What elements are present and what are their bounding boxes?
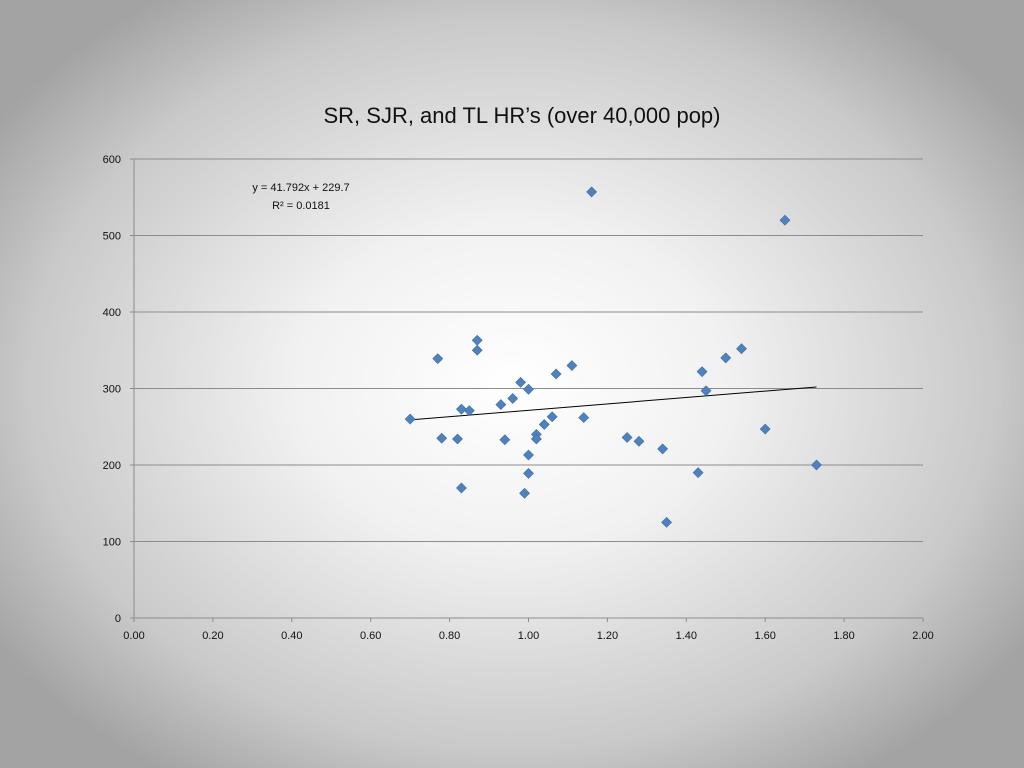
data-point <box>586 186 598 198</box>
data-point <box>566 360 578 371</box>
data-points <box>404 186 822 528</box>
data-point <box>661 516 672 528</box>
data-point <box>471 334 483 346</box>
data-point <box>621 432 633 443</box>
data-point <box>578 412 590 423</box>
data-point <box>495 399 507 410</box>
data-point <box>523 449 534 461</box>
data-point <box>811 459 822 471</box>
data-point <box>633 435 645 447</box>
x-tick-label: 1.40 <box>676 630 697 642</box>
x-tick-label: 1.20 <box>597 630 618 642</box>
x-tick-label: 1.60 <box>754 630 775 642</box>
x-tick-label: 0.00 <box>123 630 144 642</box>
data-point <box>692 467 704 479</box>
data-point <box>523 467 534 479</box>
trendline-equation: y = 41.792x + 229.7 <box>252 182 349 194</box>
y-tick-label: 300 <box>103 384 121 396</box>
data-point <box>515 376 527 388</box>
trendline-equation-box: y = 41.792x + 229.7 R² = 0.0181 <box>252 182 349 212</box>
data-point <box>736 343 747 355</box>
data-point <box>507 393 519 404</box>
data-point <box>456 482 467 494</box>
data-point <box>463 405 475 417</box>
x-tick-label: 0.40 <box>281 630 302 642</box>
data-point <box>499 434 511 446</box>
data-point <box>404 413 416 425</box>
y-tick-label: 400 <box>103 307 121 319</box>
trendline <box>410 386 817 421</box>
tick-labels: 0 100 200 300 400 500 600 0.00 0.20 0.40 0.60 0.80 1… <box>103 154 934 642</box>
data-point <box>696 366 708 378</box>
x-tick-label: 0.80 <box>439 630 460 642</box>
data-point <box>657 443 669 455</box>
data-point <box>546 411 558 423</box>
y-tick-label: 100 <box>103 537 121 549</box>
y-tick-label: 600 <box>103 154 121 166</box>
data-point <box>550 368 562 380</box>
data-point <box>436 432 448 444</box>
data-point <box>523 383 534 395</box>
x-tick-label: 0.60 <box>360 630 381 642</box>
data-point <box>779 214 791 226</box>
axes <box>130 158 924 622</box>
y-tick-label: 0 <box>115 613 121 625</box>
data-point <box>759 423 771 435</box>
gridlines <box>134 158 923 542</box>
y-tick-label: 500 <box>103 231 121 243</box>
data-point <box>538 419 550 430</box>
data-point <box>471 344 483 356</box>
data-point <box>456 403 467 415</box>
x-tick-label: 0.20 <box>202 630 223 642</box>
y-tick-label: 200 <box>103 460 121 472</box>
data-point <box>452 433 463 445</box>
data-point <box>700 385 712 397</box>
data-point <box>530 433 542 445</box>
data-point <box>519 487 530 499</box>
x-tick-label: 1.00 <box>518 630 539 642</box>
trendline-layer <box>410 386 817 421</box>
trendline-r-squared: R² = 0.0181 <box>272 200 330 212</box>
x-tick-label: 1.80 <box>833 630 854 642</box>
chart-title: SR, SJR, and TL HR’s (over 40,000 pop) <box>323 103 720 128</box>
data-point <box>720 352 732 364</box>
data-point <box>432 353 444 365</box>
x-tick-label: 2.00 <box>912 630 933 642</box>
